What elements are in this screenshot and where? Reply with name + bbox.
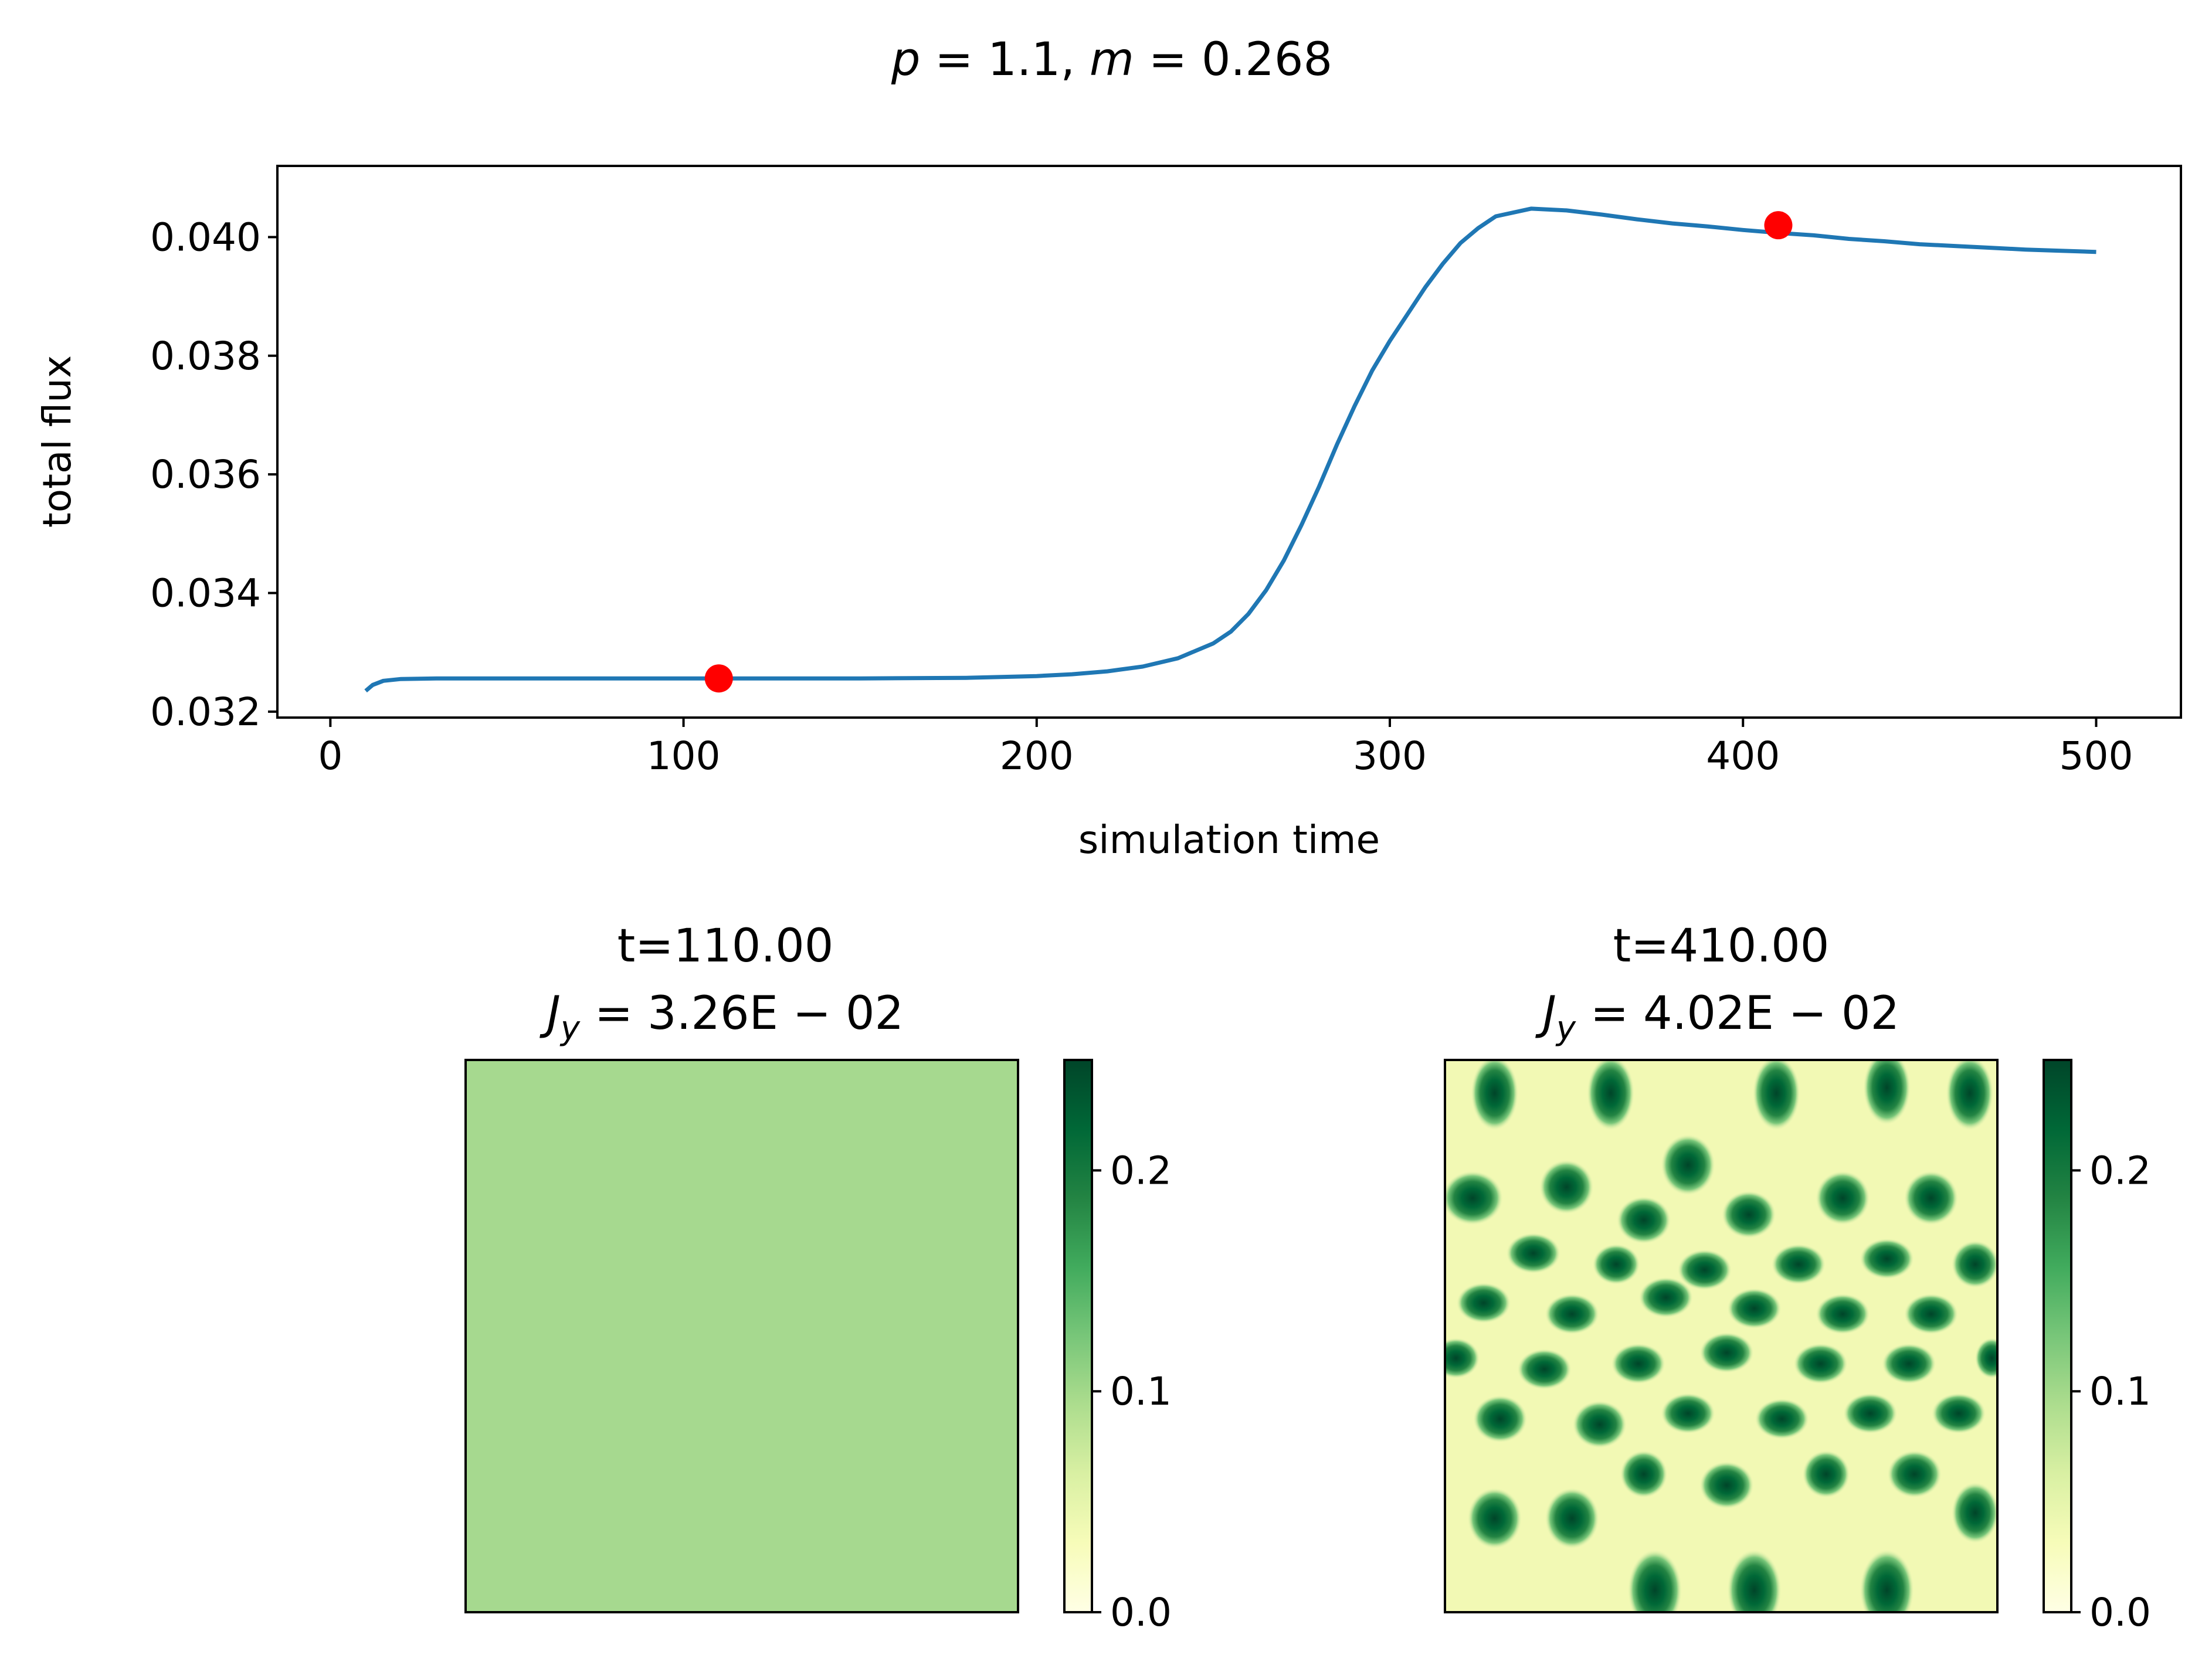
- heatmap-2-spot: [1660, 1134, 1716, 1196]
- heatmap-2-spot: [1616, 1196, 1671, 1245]
- heatmap-2-spot: [1859, 1238, 1915, 1280]
- y-axis-label: total flux: [35, 355, 80, 528]
- heatmap-2-spot: [1862, 1060, 1911, 1126]
- y-tick-label: 0.034: [150, 571, 261, 616]
- heatmap-2-spot: [1445, 1170, 1504, 1226]
- heatmap-2-frame: [1444, 1059, 1999, 1613]
- colorbar-1-gradient: [1063, 1059, 1093, 1613]
- colorbar-tick-label: 0.2: [1110, 1148, 1172, 1193]
- colorbar-tick-label: 0.1: [1110, 1369, 1172, 1414]
- heatmap-2-spot: [1859, 1549, 1915, 1612]
- heatmap-2-spot: [1592, 1243, 1640, 1285]
- heatmap-2-spot: [1699, 1332, 1755, 1374]
- heatmap-2-title-line2: Jy = 4.02E − 02: [1535, 987, 1899, 1048]
- heatmap-2-spot: [1544, 1293, 1600, 1335]
- heatmap-2-spot: [1586, 1060, 1635, 1131]
- heatmap-2-spot: [1726, 1287, 1782, 1329]
- heatmap-2-spot: [1467, 1487, 1522, 1549]
- heatmap-2-spot: [1610, 1343, 1666, 1385]
- heatmap-2-spot: [1946, 1060, 1994, 1131]
- x-tick-label: 400: [1706, 733, 1780, 779]
- heatmap-2-spot: [1951, 1481, 1997, 1544]
- heatmap-2-spot: [1802, 1450, 1850, 1498]
- line-chart-frame: [276, 165, 2182, 719]
- heatmap-2-spot: [1754, 1398, 1810, 1440]
- heatmap-2-spot: [1456, 1282, 1511, 1324]
- heatmap-2-spot: [1638, 1277, 1694, 1318]
- heatmap-2-spot: [1516, 1348, 1572, 1390]
- heatmap-2-spot: [1660, 1392, 1716, 1434]
- heatmap-2-spot: [1677, 1249, 1732, 1291]
- heatmap-2-spot: [1793, 1343, 1848, 1385]
- heatmap-2-spot: [1572, 1400, 1627, 1449]
- heatmap-2-spot: [1721, 1190, 1776, 1239]
- colorbar-2-gradient: [2043, 1059, 2072, 1613]
- red-marker-0: [704, 664, 733, 693]
- x-axis-label: simulation time: [1078, 817, 1380, 862]
- heatmap-2-spot: [1505, 1232, 1561, 1274]
- colorbar-tick-label: 0.1: [2089, 1369, 2151, 1414]
- heatmap-2-spot: [1470, 1060, 1519, 1131]
- x-tick-label: 500: [2059, 733, 2133, 779]
- heatmap-2-spot: [1473, 1395, 1528, 1443]
- heatmap-1-title-line1: t=110.00: [618, 920, 834, 973]
- heatmap-2-spot: [1887, 1450, 1942, 1498]
- line-chart: 0 100 200 300 400 500 0.032 0.034 0.036 0.038 0.0…: [35, 165, 2182, 862]
- x-tick-label: 300: [1353, 733, 1427, 779]
- heatmap-2-spot: [1904, 1293, 1959, 1335]
- total-flux-line: [364, 206, 2096, 693]
- colorbar-tick-label: 0.0: [1110, 1590, 1172, 1635]
- y-tick-label: 0.038: [150, 334, 261, 379]
- x-tick-label: 0: [318, 733, 342, 779]
- heatmap-2-title-line1: t=410.00: [1613, 920, 1830, 973]
- heatmap-2-spot: [1771, 1243, 1826, 1285]
- heatmap-1-frame: [464, 1059, 1019, 1613]
- colorbar-2: 0.0 0.1 0.2: [2043, 1059, 2151, 1635]
- y-tick-label: 0.040: [150, 215, 261, 260]
- heatmap-1-field: [466, 1060, 1018, 1612]
- heatmap-2-spot: [1881, 1343, 1937, 1385]
- colorbar-tick-label: 0.0: [2089, 1590, 2151, 1635]
- y-tick-label: 0.036: [150, 452, 261, 497]
- heatmap-2-spot: [1539, 1159, 1594, 1215]
- heatmap-2-spot: [1904, 1170, 1959, 1226]
- red-marker-1: [1764, 211, 1793, 240]
- heatmap-2-spot: [1752, 1060, 1801, 1131]
- colorbar-1: 0.0 0.1 0.2: [1063, 1059, 1172, 1635]
- heatmap-t110: t=110.00 Jy = 3.26E − 02: [464, 920, 1019, 1613]
- colorbar-tick-label: 0.2: [2089, 1148, 2151, 1193]
- heatmap-2-spot: [1931, 1392, 1986, 1434]
- heatmap-2-spot: [1620, 1450, 1668, 1498]
- heatmap-2-spot: [1843, 1392, 1898, 1434]
- heatmap-2-spot: [1726, 1549, 1782, 1612]
- x-tick-label: 100: [647, 733, 721, 779]
- heatmap-2-spot: [1699, 1461, 1755, 1510]
- heatmap-2-spot: [1445, 1337, 1480, 1379]
- heatmap-2-spot: [1544, 1487, 1600, 1549]
- heatmap-1-title-line2: Jy = 3.26E − 02: [540, 987, 904, 1048]
- heatmap-2-spot: [1815, 1170, 1870, 1226]
- heatmap-2-spot: [1974, 1337, 1997, 1379]
- heatmap-2-spot: [1951, 1240, 1997, 1289]
- heatmap-2-spot: [1627, 1549, 1682, 1612]
- heatmap-t410: t=410.00 Jy = 4.02E − 02: [1444, 920, 1999, 1613]
- y-tick-label: 0.032: [150, 689, 261, 735]
- heatmap-2-spot: [1815, 1293, 1870, 1335]
- x-tick-label: 200: [1000, 733, 1074, 779]
- figure-suptitle: p = 1.1, m = 0.268: [891, 33, 1332, 86]
